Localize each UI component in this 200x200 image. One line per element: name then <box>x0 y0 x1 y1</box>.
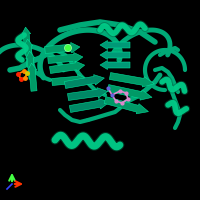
Polygon shape <box>45 42 80 53</box>
Polygon shape <box>50 61 85 73</box>
Polygon shape <box>22 27 31 55</box>
Polygon shape <box>100 40 130 49</box>
Polygon shape <box>100 60 130 70</box>
Polygon shape <box>64 75 104 88</box>
Polygon shape <box>109 73 154 87</box>
Polygon shape <box>104 97 148 114</box>
Polygon shape <box>100 50 130 60</box>
Polygon shape <box>69 99 109 112</box>
Polygon shape <box>24 39 33 67</box>
Polygon shape <box>26 51 35 79</box>
Circle shape <box>64 45 72 51</box>
Polygon shape <box>107 85 152 100</box>
Polygon shape <box>48 52 83 63</box>
Polygon shape <box>28 63 37 91</box>
Polygon shape <box>68 88 108 100</box>
Polygon shape <box>52 74 87 85</box>
